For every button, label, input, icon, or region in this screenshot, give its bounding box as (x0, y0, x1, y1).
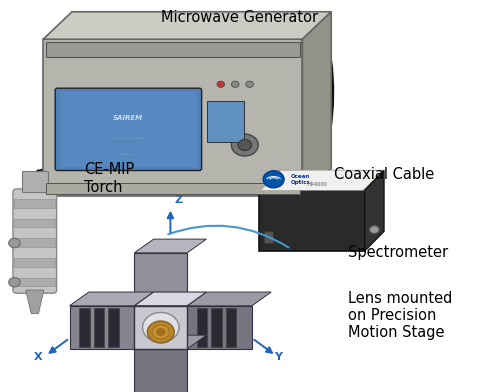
Text: Optics: Optics (290, 180, 310, 185)
Text: ———: ——— (121, 152, 136, 157)
Polygon shape (134, 335, 206, 349)
Text: HR4000: HR4000 (308, 182, 327, 187)
Text: Spectrometer: Spectrometer (348, 245, 448, 260)
FancyBboxPatch shape (46, 183, 300, 194)
Circle shape (156, 328, 166, 336)
Text: CE-MIP
Torch: CE-MIP Torch (84, 162, 134, 194)
Polygon shape (262, 171, 382, 190)
Polygon shape (43, 12, 331, 39)
Polygon shape (302, 12, 331, 196)
Polygon shape (134, 292, 206, 306)
FancyBboxPatch shape (22, 171, 48, 192)
Polygon shape (134, 306, 187, 349)
Circle shape (238, 140, 252, 151)
Polygon shape (259, 171, 384, 190)
Bar (264, 231, 273, 243)
Circle shape (9, 278, 20, 287)
Polygon shape (187, 306, 252, 349)
Bar (211, 308, 222, 347)
Text: Y: Y (275, 352, 282, 362)
FancyBboxPatch shape (14, 238, 55, 247)
Text: Lens mounted
on Precision
Motion Stage: Lens mounted on Precision Motion Stage (348, 290, 452, 341)
FancyBboxPatch shape (46, 42, 300, 57)
Text: Z: Z (174, 194, 182, 205)
Circle shape (152, 325, 169, 339)
FancyBboxPatch shape (14, 278, 55, 286)
FancyBboxPatch shape (14, 199, 55, 208)
Circle shape (147, 321, 174, 343)
Text: X: X (34, 352, 43, 362)
Circle shape (370, 226, 379, 234)
Polygon shape (134, 349, 187, 392)
Circle shape (9, 238, 20, 248)
Circle shape (217, 81, 225, 87)
Text: Ocean: Ocean (290, 174, 310, 179)
Bar (108, 308, 119, 347)
Bar (94, 308, 104, 347)
Circle shape (231, 134, 258, 156)
Polygon shape (259, 190, 365, 251)
Text: Microwave Generator: Microwave Generator (161, 10, 319, 25)
FancyBboxPatch shape (14, 219, 55, 227)
FancyBboxPatch shape (207, 101, 244, 142)
Polygon shape (70, 306, 134, 349)
Polygon shape (187, 292, 271, 306)
FancyBboxPatch shape (14, 258, 55, 267)
Polygon shape (365, 171, 384, 251)
FancyBboxPatch shape (60, 92, 197, 167)
FancyBboxPatch shape (13, 189, 57, 293)
Circle shape (143, 312, 179, 342)
FancyBboxPatch shape (55, 88, 202, 171)
Polygon shape (134, 253, 187, 306)
Circle shape (246, 81, 253, 87)
Bar (197, 308, 207, 347)
Polygon shape (26, 290, 44, 314)
Bar (79, 308, 90, 347)
Text: Coaxial Cable: Coaxial Cable (334, 167, 434, 182)
Polygon shape (134, 239, 206, 253)
Polygon shape (43, 39, 302, 196)
Text: ——— ———: ——— ——— (113, 136, 144, 141)
Bar (226, 308, 236, 347)
Circle shape (231, 81, 239, 87)
Text: SAIREM: SAIREM (113, 114, 144, 121)
Circle shape (263, 171, 284, 188)
Polygon shape (70, 292, 154, 306)
